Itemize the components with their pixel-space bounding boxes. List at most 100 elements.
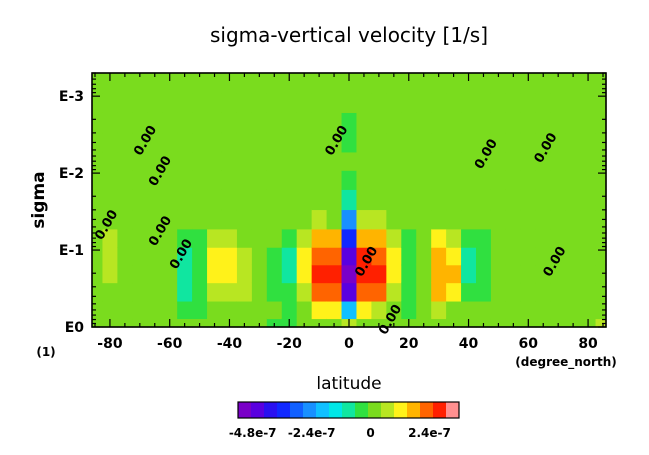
heatmap-cell — [132, 170, 148, 190]
heatmap-cell — [266, 73, 283, 94]
x-tick-label: -40 — [217, 336, 243, 352]
heatmap-cell — [490, 228, 507, 248]
heatmap-cell — [207, 170, 223, 190]
heatmap-cell — [595, 264, 607, 284]
heatmap-cell — [371, 170, 387, 190]
colorbar-frame — [237, 401, 460, 419]
heatmap-cell — [446, 170, 462, 190]
heatmap-cell — [177, 228, 193, 248]
heatmap-cell — [177, 264, 193, 284]
colorbar-swatch — [446, 402, 460, 418]
heatmap-cell — [490, 170, 507, 190]
heatmap-cell — [416, 170, 432, 190]
heatmap-cell — [535, 151, 552, 171]
heatmap-cell — [192, 189, 208, 211]
heatmap-cell — [580, 189, 597, 211]
heatmap-cell — [356, 247, 373, 266]
heatmap-cell — [595, 318, 607, 328]
heatmap-cell — [281, 300, 298, 320]
heatmap-cell — [92, 247, 104, 266]
heatmap-cell — [162, 170, 178, 190]
heatmap-cell — [386, 93, 402, 113]
heatmap-cell — [431, 132, 447, 153]
heatmap-cell — [371, 300, 387, 320]
heatmap-cell — [266, 151, 283, 171]
heatmap-cell — [296, 247, 313, 266]
heatmap-cell — [311, 151, 328, 171]
heatmap-cell — [490, 93, 507, 113]
heatmap-cell — [311, 189, 328, 211]
heatmap-cell — [326, 209, 343, 230]
heatmap-cell — [580, 228, 597, 248]
x-tick-label: -80 — [97, 336, 123, 352]
heatmap-cell — [147, 189, 163, 211]
heatmap-cell — [102, 247, 118, 266]
heatmap-cell — [416, 209, 432, 230]
heatmap-cell — [177, 93, 193, 113]
heatmap-cell — [221, 209, 238, 230]
heatmap-cell — [207, 300, 223, 320]
heatmap-cell — [311, 300, 328, 320]
heatmap-cell — [476, 228, 492, 248]
heatmap-cell — [565, 300, 582, 320]
heatmap-cell — [520, 151, 537, 171]
heatmap-cell — [476, 151, 492, 171]
heatmap-cell — [236, 151, 253, 171]
colorbar-swatch — [355, 402, 369, 418]
heatmap-cell — [117, 300, 133, 320]
heatmap-cell — [476, 282, 492, 302]
y-axis-label: sigma — [29, 171, 49, 228]
heatmap-cell — [326, 151, 343, 171]
heatmap-cell — [251, 228, 268, 248]
heatmap-cell — [416, 132, 432, 153]
x-unit-label: (degree_north) — [515, 355, 616, 370]
heatmap-cell — [236, 112, 253, 134]
heatmap-cell — [476, 170, 492, 190]
heatmap-cell — [162, 151, 178, 171]
colorbar-swatch — [264, 402, 278, 418]
heatmap-cell — [221, 132, 238, 153]
heatmap-cell — [177, 73, 193, 94]
heatmap-cell — [251, 282, 268, 302]
heatmap-cell — [341, 247, 358, 266]
heatmap-cell — [192, 73, 208, 94]
heatmap-cell — [565, 209, 582, 230]
heatmap-cell — [266, 264, 283, 284]
heatmap-cell — [117, 228, 133, 248]
heatmap-cell — [416, 300, 432, 320]
heatmap-cell — [341, 170, 358, 190]
heatmap-cell — [476, 73, 492, 94]
heatmap-cell — [505, 73, 522, 94]
heatmap-cell — [580, 209, 597, 230]
heatmap-cell — [386, 151, 402, 171]
heatmap-cell — [266, 209, 283, 230]
heatmap-cell — [177, 132, 193, 153]
heatmap-cell — [177, 170, 193, 190]
heatmap-cell — [565, 189, 582, 211]
heatmap-cell — [92, 209, 104, 230]
heatmap-cell — [221, 170, 238, 190]
heatmap-cell — [371, 264, 387, 284]
heatmap-cell — [147, 209, 163, 230]
heatmap-cell — [386, 170, 402, 190]
heatmap-cell — [132, 189, 148, 211]
heatmap-cell — [401, 112, 417, 134]
heatmap-cell — [236, 264, 253, 284]
heatmap-cell — [177, 300, 193, 320]
heatmap-cell — [401, 151, 417, 171]
heatmap-cell — [92, 228, 104, 248]
heatmap-cell — [371, 189, 387, 211]
heatmap-cell — [221, 228, 238, 248]
heatmap-cell — [386, 112, 402, 134]
heatmap-cell — [356, 73, 373, 94]
heatmap-cell — [92, 151, 104, 171]
heatmap-cell — [461, 170, 477, 190]
heatmap-cell — [461, 112, 477, 134]
heatmap-cell — [550, 264, 567, 284]
heatmap-cell — [192, 132, 208, 153]
heatmap-cell — [117, 264, 133, 284]
heatmap-cell — [341, 228, 358, 248]
heatmap-cell — [565, 132, 582, 153]
heatmap-cell — [505, 282, 522, 302]
